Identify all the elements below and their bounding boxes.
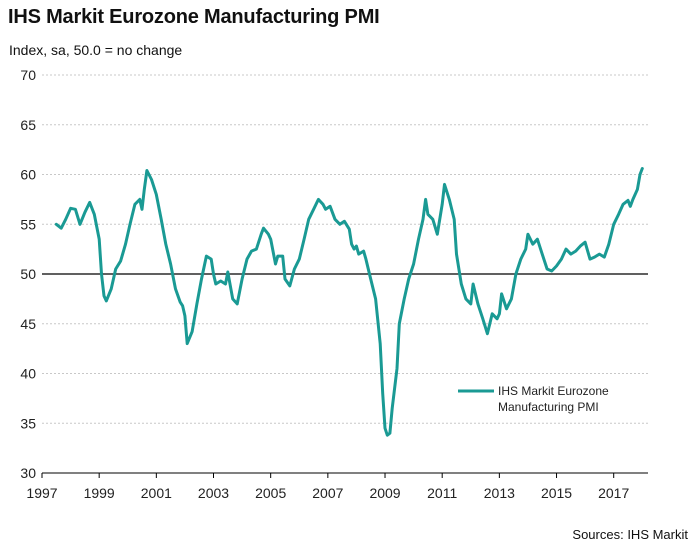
legend: IHS Markit Eurozone Manufacturing PMI <box>458 384 609 414</box>
x-tick-label-2007: 2007 <box>312 485 343 501</box>
source-note: Sources: IHS Markit <box>572 527 688 542</box>
y-axis-unit-label: Index, sa, 50.0 = no change <box>9 42 183 58</box>
x-tick-label-2009: 2009 <box>369 485 400 501</box>
x-tick-label-2001: 2001 <box>141 485 172 501</box>
legend-label-line-2: Manufacturing PMI <box>498 400 599 414</box>
x-tick-label-2011: 2011 <box>427 485 457 501</box>
y-axis-ticks: 30 35 40 45 50 55 60 65 70 <box>20 67 36 481</box>
x-tick-label-2017: 2017 <box>598 485 629 501</box>
y-tick-label-70: 70 <box>20 67 36 83</box>
gridlines <box>42 74 648 424</box>
x-tick-label-1997: 1997 <box>26 485 57 501</box>
y-tick-label-40: 40 <box>20 366 36 382</box>
x-tick-label-2005: 2005 <box>255 485 286 501</box>
y-tick-label-45: 45 <box>20 316 36 332</box>
y-tick-label-35: 35 <box>20 415 36 431</box>
y-tick-label-50: 50 <box>20 266 36 282</box>
legend-label-line-1: IHS Markit Eurozone <box>498 384 609 398</box>
x-tick-label-1999: 1999 <box>84 485 115 501</box>
x-tick-label-2003: 2003 <box>198 485 229 501</box>
y-tick-label-60: 60 <box>20 167 36 183</box>
x-tick-label-2015: 2015 <box>541 485 572 501</box>
y-tick-label-55: 55 <box>20 216 36 232</box>
x-tick-label-2013: 2013 <box>484 485 515 501</box>
y-tick-label-65: 65 <box>20 117 36 133</box>
series-line-eurozone-pmi <box>54 167 644 437</box>
y-tick-label-30: 30 <box>20 465 36 481</box>
x-axis-ticks: 1997 1999 2001 2003 2005 2007 2009 2011 2013 2015… <box>26 473 629 501</box>
chart-title: IHS Markit Eurozone Manufacturing PMI <box>8 6 380 28</box>
